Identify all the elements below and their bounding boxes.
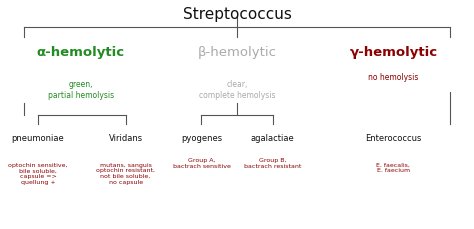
Text: α-hemolytic: α-hemolytic [36,46,125,59]
Text: pneumoniae: pneumoniae [11,134,64,143]
Text: Viridans: Viridans [109,134,143,143]
Text: E. faecalis,
E. faecium: E. faecalis, E. faecium [376,163,410,173]
Text: clear,
complete hemolysis: clear, complete hemolysis [199,80,275,100]
Text: no hemolysis: no hemolysis [368,73,419,82]
Text: β-hemolytic: β-hemolytic [198,46,276,59]
Text: green,
partial hemolysis: green, partial hemolysis [47,80,114,100]
Text: optochin sensitive,
bile soluble,
capsule =>
quellung +: optochin sensitive, bile soluble, capsul… [8,163,68,185]
Text: mutans, sanguis
optochin resistant,
not bile soluble,
no capsule: mutans, sanguis optochin resistant, not … [96,163,155,185]
Text: Group A,
bactrach sensitive: Group A, bactrach sensitive [173,158,230,169]
Text: Enterococcus: Enterococcus [365,134,421,143]
Text: agalactiae: agalactiae [251,134,294,143]
Text: Group B,
bactrach resistant: Group B, bactrach resistant [244,158,301,169]
Text: pyogenes: pyogenes [181,134,222,143]
Text: Streptococcus: Streptococcus [182,7,292,22]
Text: γ-hemolytic: γ-hemolytic [349,46,438,59]
